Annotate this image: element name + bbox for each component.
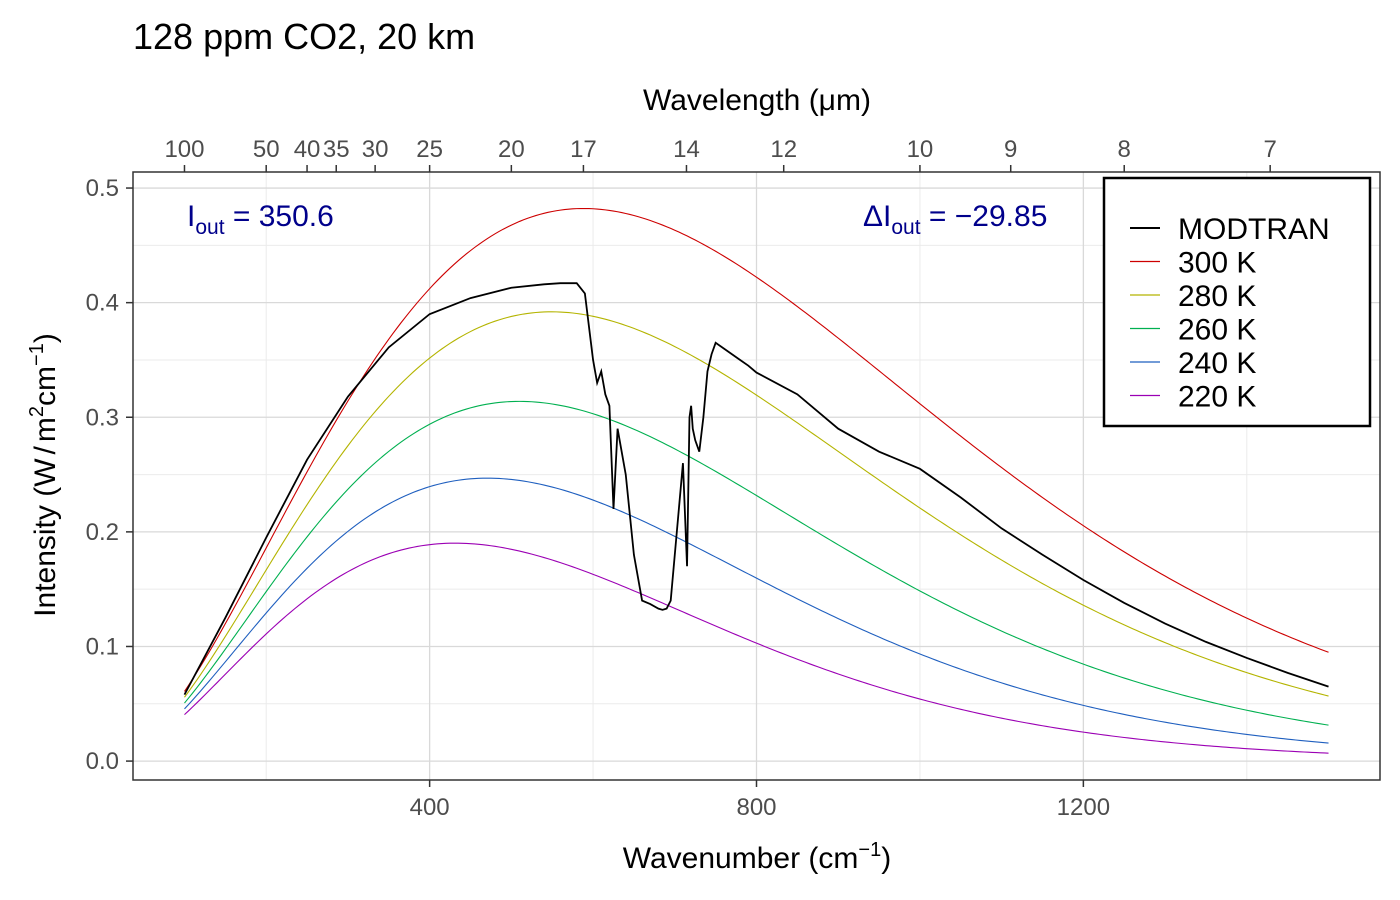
legend-label: 220 K	[1178, 381, 1256, 414]
x-axis-title: Wavenumber (cm−1)	[623, 839, 891, 875]
legend-label: 300 K	[1178, 247, 1256, 280]
x2-tick-label: 7	[1263, 136, 1276, 163]
x-tick-label: 800	[736, 794, 776, 821]
legend-label: 240 K	[1178, 347, 1256, 380]
plot-panel	[132, 171, 1381, 781]
x2-tick-label: 8	[1118, 136, 1131, 163]
series-line-280-k	[184, 311, 1329, 698]
x2-tick-label: 40	[294, 136, 321, 163]
legend-label: 260 K	[1178, 314, 1256, 347]
x2-tick-label: 14	[673, 136, 700, 163]
y-axis-title: Intensity (W/m2cm−1)	[26, 333, 62, 617]
y-tick-label: 0.0	[86, 748, 119, 775]
y-tick-label: 0.4	[86, 290, 119, 317]
y-tick-label: 0.3	[86, 404, 119, 431]
series-line-300-k	[184, 207, 1329, 692]
x2-tick-label: 20	[498, 136, 525, 163]
legend-box	[1102, 176, 1372, 428]
x2-axis-title: Wavelength (μm)	[643, 84, 871, 117]
y-tick-label: 0.2	[86, 519, 119, 546]
series-line-260-k	[184, 400, 1329, 726]
y-tick-label: 0.1	[86, 633, 119, 660]
delta-iout-annotation: ΔIout = −29.85	[863, 200, 1047, 239]
x2-tick-label: 25	[416, 136, 443, 163]
x2-tick-label: 12	[770, 136, 797, 163]
legend-label: 280 K	[1178, 280, 1256, 313]
axes: 400 800 1200 0.0 0.1 0.2 0.3 0.4 0.5 100 50 40 35 30 2…	[86, 136, 1277, 821]
x2-tick-label: 9	[1004, 136, 1017, 163]
x-tick-label: 1200	[1057, 794, 1110, 821]
x2-tick-label: 30	[362, 136, 389, 163]
grid	[133, 172, 1380, 780]
x2-tick-label: 35	[323, 136, 350, 163]
y-tick-label: 0.5	[86, 175, 119, 202]
series-group	[183, 207, 1329, 754]
chart-title: 128 ppm CO2, 20 km	[133, 16, 475, 57]
x-tick-label: 400	[410, 794, 450, 821]
series-line-220-k	[184, 542, 1329, 754]
series-line-modtran	[183, 282, 1329, 696]
x2-tick-label: 50	[253, 136, 280, 163]
iout-annotation: Iout = 350.6	[187, 200, 334, 239]
x2-tick-label: 100	[164, 136, 204, 163]
x2-tick-label: 10	[907, 136, 934, 163]
legend-label: MODTRAN	[1178, 213, 1330, 246]
x2-tick-label: 17	[570, 136, 597, 163]
series-line-240-k	[184, 477, 1329, 744]
